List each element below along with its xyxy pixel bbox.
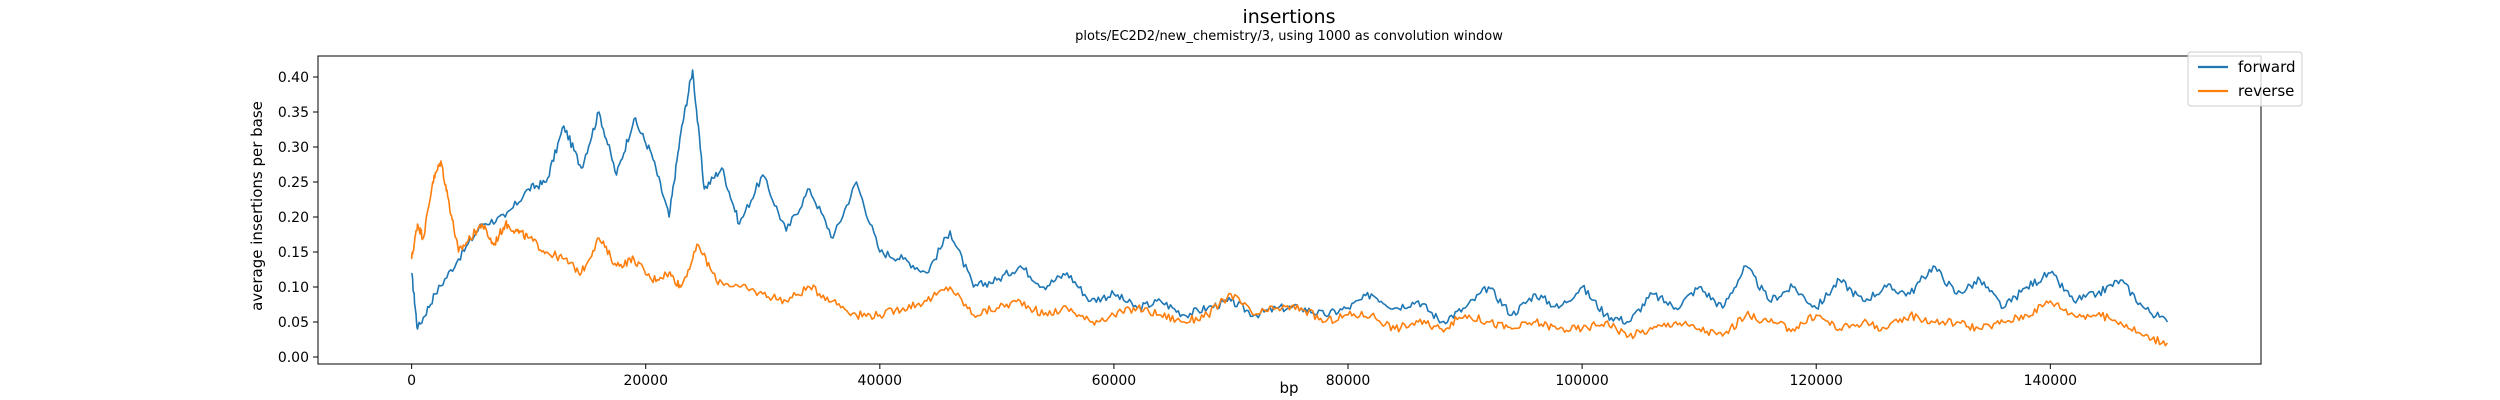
y-tick-label: 0.35: [278, 105, 309, 121]
x-tick-label: 140000: [2024, 373, 2077, 389]
plot-area: 0 20000 40000 60000 80000 100000 120000 140000 …: [278, 55, 2262, 389]
x-tick-label: 20000: [623, 373, 668, 389]
y-axis: 0.00 0.05 0.10 0.15 0.20 0.25 0.30 0.35 0.40: [278, 70, 318, 366]
x-axis: 0 20000 40000 60000 80000 100000 120000 140000: [407, 364, 2077, 389]
y-tick-label: 0.15: [278, 245, 309, 261]
legend: forward reverse: [2187, 51, 2303, 107]
legend-box: [2187, 51, 2303, 107]
x-tick-label: 120000: [1789, 373, 1842, 389]
y-tick-label: 0.30: [278, 140, 309, 156]
chart-subtitle: plots/EC2D2/new_chemistry/3, using 1000 …: [1075, 29, 1503, 44]
x-tick-label: 0: [407, 373, 416, 389]
y-tick-label: 0.00: [278, 350, 309, 366]
y-axis-label: average insertions per base: [248, 101, 266, 311]
chart-title: insertions: [1242, 6, 1335, 28]
y-tick-label: 0.05: [278, 315, 309, 331]
y-tick-label: 0.40: [278, 70, 309, 86]
legend-label-forward: forward: [2238, 58, 2296, 76]
x-tick-label: 80000: [1326, 373, 1371, 389]
series-line-reverse: [410, 160, 2169, 347]
series-line-forward: [410, 69, 2169, 330]
y-tick-label: 0.20: [278, 210, 309, 226]
legend-label-reverse: reverse: [2238, 82, 2294, 100]
x-axis-label: bp: [1279, 379, 1298, 397]
series-layer: [410, 69, 2169, 347]
x-tick-label: 40000: [858, 373, 903, 389]
plot-frame: [317, 55, 2262, 365]
x-tick-label: 100000: [1555, 373, 1608, 389]
x-tick-label: 60000: [1092, 373, 1137, 389]
y-tick-label: 0.10: [278, 280, 309, 296]
y-tick-label: 0.25: [278, 175, 309, 191]
